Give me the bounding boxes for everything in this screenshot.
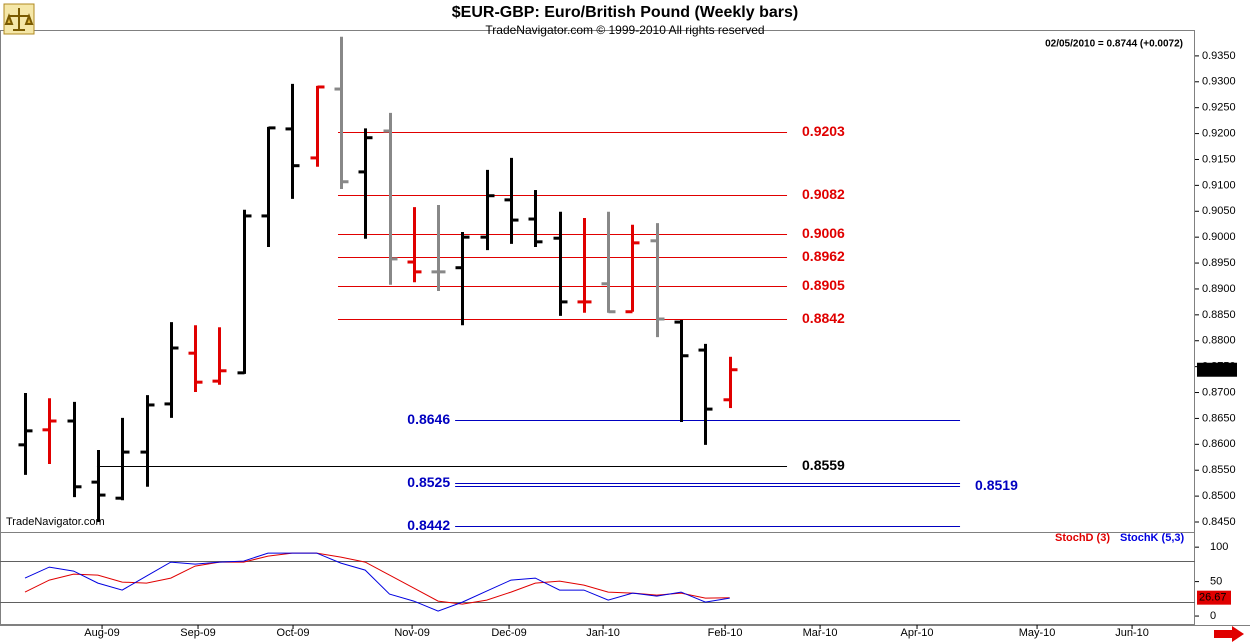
x-tick-label: Nov-09 [394, 627, 429, 639]
price-pane: 0.9203 0.9082 0.9006 0.8962 0.8905 0.8842 0.86… [18, 36, 1018, 533]
y-tick-label: 0.8950 [1202, 257, 1236, 269]
y-tick-label: 0.8700 [1202, 386, 1236, 398]
legend-entry: StochK (5,3) [1120, 532, 1185, 544]
level-label: 0.8962 [802, 248, 845, 264]
x-tick-label: May-10 [1019, 627, 1056, 639]
legend-entry: StochD (3) [1055, 532, 1110, 544]
last-price-label: 0.8744 [1200, 364, 1234, 376]
level-label: 0.8842 [802, 310, 845, 326]
x-tick-label: Mar-10 [803, 627, 838, 639]
level-label: 0.9006 [802, 225, 845, 241]
watermark: TradeNavigator.com [6, 516, 105, 528]
stoch-y-tick-label: 0 [1210, 610, 1216, 622]
stoch-last-box [1197, 590, 1231, 605]
x-tick-label: Oct-09 [277, 627, 310, 639]
level-label: 0.8442 [407, 517, 450, 533]
x-tick-label: Dec-09 [491, 627, 526, 639]
y-tick-label: 0.9050 [1202, 205, 1236, 217]
x-tick-label: Jan-10 [586, 627, 620, 639]
level-label: 0.8525 [407, 474, 450, 490]
level-label: 0.8559 [802, 457, 845, 473]
y-tick-label: 0.9300 [1202, 76, 1236, 88]
scroll-arrow[interactable] [1214, 626, 1244, 642]
level-label: 0.9082 [802, 186, 845, 202]
level-label: 0.8905 [802, 277, 845, 293]
stoch-y-tick-label: 50 [1210, 576, 1222, 588]
level-label: 0.9203 [802, 123, 845, 139]
y-tick-label: 0.8550 [1202, 464, 1236, 476]
app-icon [3, 3, 35, 35]
level-label: 0.8646 [407, 411, 450, 427]
last-price-box [1197, 362, 1237, 377]
stoch-y-tick-label: 100 [1210, 541, 1228, 553]
plot-frame [0, 30, 1195, 625]
y-tick-label: 0.9350 [1202, 50, 1236, 62]
chart-subtitle: TradeNavigator.com © 1999-2010 All right… [485, 23, 764, 37]
x-tick-label: Feb-10 [708, 627, 743, 639]
x-tick-label: Sep-09 [180, 627, 215, 639]
stoch-pane [0, 552, 1195, 612]
y-tick-label: 0.8900 [1202, 283, 1236, 295]
stoch-last-label: 26.67 [1199, 592, 1227, 604]
y-tick-label: 0.9000 [1202, 231, 1236, 243]
x-tick-label: Apr-10 [901, 627, 934, 639]
x-tick-label: Aug-09 [84, 627, 119, 639]
y-tick-label: 0.9150 [1202, 153, 1236, 165]
y-tick-label: 0.9200 [1202, 127, 1236, 139]
y-tick-label: 0.8500 [1202, 490, 1236, 502]
chart-title: $EUR-GBP: Euro/British Pound (Weekly bar… [452, 4, 798, 21]
stoch-line [24, 552, 730, 605]
x-tick-label: Jun-10 [1115, 627, 1149, 639]
y-tick-label: 0.9100 [1202, 179, 1236, 191]
y-tick-label: 0.9250 [1202, 102, 1236, 114]
quote-info: 02/05/2010 = 0.8744 (+0.0072) [1045, 39, 1183, 50]
y-tick-label: 0.8600 [1202, 438, 1236, 450]
y-tick-label: 0.8650 [1202, 412, 1236, 424]
y-tick-label: 0.8450 [1202, 516, 1236, 528]
axes: 0.8450 0.8500 0.8550 0.8600 0.8650 0.8700 0.87… [84, 50, 1237, 639]
level-label: 0.8519 [975, 477, 1018, 493]
stoch-line [24, 552, 730, 612]
y-tick-label: 0.8850 [1202, 309, 1236, 321]
y-tick-label: 0.8800 [1202, 335, 1236, 347]
